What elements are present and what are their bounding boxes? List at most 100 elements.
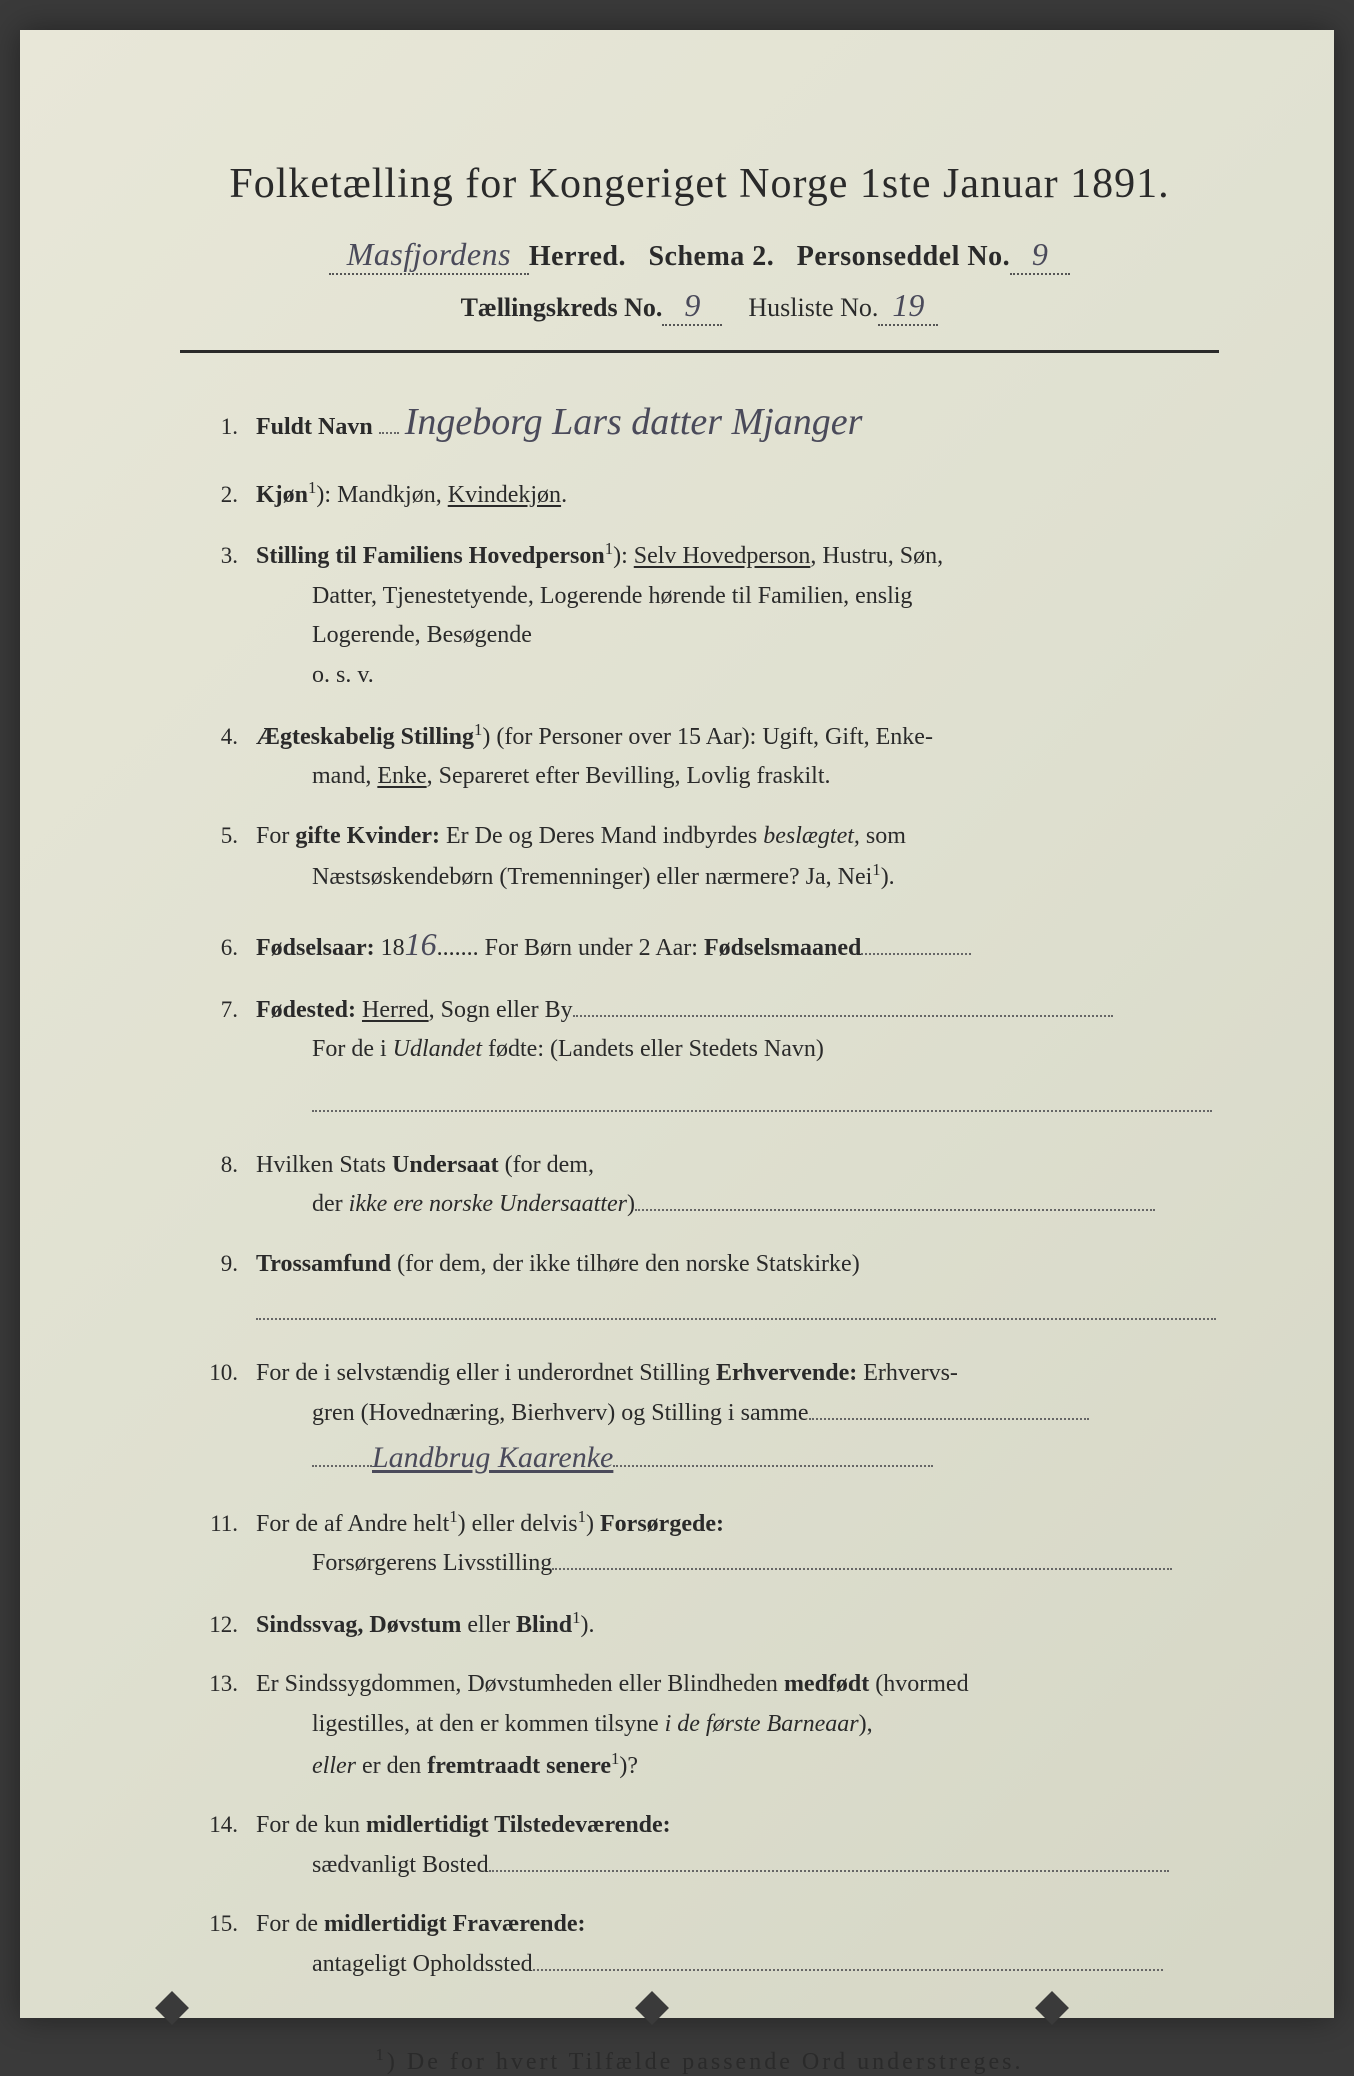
item-text: 18: [375, 935, 405, 961]
cont-line: ligestilles, at den er kommen tilsyne i …: [312, 1705, 1219, 1745]
cont-after: ): [627, 1191, 635, 1217]
cont-line: mand, Enke, Separeret efter Bevilling, L…: [312, 757, 1219, 797]
items-list: 1. Fuldt Navn Ingeborg Lars datter Mjang…: [180, 391, 1219, 1985]
italic: ikke ere norske Undersaatter: [349, 1191, 627, 1217]
item-label: midlertidigt Tilstedeværende:: [366, 1812, 671, 1838]
header-line-2: Tællingskreds No.9 Husliste No.19: [180, 287, 1219, 326]
dotfill: [613, 1465, 933, 1467]
item-15: 15. For de midlertidigt Fraværende: anta…: [200, 1905, 1219, 1984]
cont-line: Datter, Tjenestetyende, Logerende hørend…: [312, 577, 1219, 617]
item-label: gifte Kvinder:: [295, 823, 440, 849]
item-after: .: [561, 482, 567, 508]
cont-line: der ikke ere norske Undersaatter): [312, 1185, 1219, 1225]
item-content: For de i selvstændig eller i underordnet…: [256, 1354, 1219, 1483]
header-line-1: MasfjordensHerred. Schema 2. Personsedde…: [180, 236, 1219, 275]
occupation-hand: Landbrug Kaarenke: [372, 1441, 613, 1474]
dotfill-line: [312, 1088, 1212, 1112]
cont-after: fødte: (Landets eller Stedets Navn): [482, 1036, 824, 1062]
cont-line: gren (Hovednæring, Bierhverv) og Stillin…: [312, 1394, 1219, 1434]
item-num: 12.: [200, 1606, 256, 1644]
cont-line: Logerende, Besøgende: [312, 616, 1219, 656]
item-4: 4. Ægteskabelig Stilling1) (for Personer…: [200, 716, 1219, 797]
item-num: 6.: [200, 929, 256, 967]
dotfill: [533, 1969, 1163, 1971]
item-1: 1. Fuldt Navn Ingeborg Lars datter Mjang…: [200, 391, 1219, 454]
item-num: 9.: [200, 1245, 256, 1283]
item-content: Trossamfund (for dem, der ikke tilhøre d…: [256, 1245, 1219, 1334]
cont-line: sædvanligt Bosted: [312, 1846, 1219, 1886]
husliste-label: Husliste No.: [748, 293, 878, 322]
item-num: 5.: [200, 817, 256, 855]
item-10: 10. For de i selvstændig eller i underor…: [200, 1354, 1219, 1483]
item-content: Fuldt Navn Ingeborg Lars datter Mjanger: [256, 391, 1219, 454]
sup: 1: [872, 860, 880, 879]
item-8: 8. Hvilken Stats Undersaat (for dem, der…: [200, 1146, 1219, 1225]
item-num: 14.: [200, 1806, 256, 1844]
cont-after: , Separeret efter Bevilling, Lovlig fras…: [427, 763, 831, 789]
item-7: 7. Fødested: Herred, Sogn eller By For d…: [200, 991, 1219, 1126]
item-after: som: [860, 823, 906, 849]
cont-text: antageligt Opholdssted: [312, 1951, 533, 1977]
cont-text: ligestilles, at den er kommen tilsyne: [312, 1711, 665, 1737]
item-after: Erhvervs-: [857, 1360, 958, 1386]
item-num: 1.: [200, 408, 256, 446]
item-label: Fuldt Navn: [256, 414, 373, 440]
dotfill: [312, 1465, 372, 1467]
underlined: Kvindekjøn: [448, 482, 561, 508]
document-page: Folketælling for Kongeriget Norge 1ste J…: [20, 30, 1334, 2018]
cont-text: er den: [356, 1753, 427, 1779]
item-after: ....... For Børn under 2 Aar:: [437, 935, 704, 961]
item-content: Kjøn1): Mandkjøn, Kvindekjøn.: [256, 474, 1219, 516]
cont-text: gren (Hovednæring, Bierhverv) og Stillin…: [312, 1400, 809, 1426]
dotfill: [379, 432, 399, 434]
item-text: For de af Andre helt: [256, 1511, 449, 1537]
item-content: For de kun midlertidigt Tilstedeværende:…: [256, 1806, 1219, 1885]
sup: 1: [578, 1507, 586, 1526]
dotfill-line: [256, 1296, 1216, 1320]
item-after: (for dem,: [499, 1152, 594, 1178]
item-num: 7.: [200, 991, 256, 1029]
item-text: For de kun: [256, 1812, 366, 1838]
dotfill: [635, 1209, 1155, 1211]
item-text: ) (for Personer over 15 Aar): Ugift, Gif…: [482, 724, 933, 750]
item-label: Ægteskabelig Stilling: [256, 724, 474, 750]
italic: beslægtet,: [763, 823, 860, 849]
cont-after: ).: [881, 864, 895, 890]
item-label: Sindssvag, Døvstum: [256, 1612, 461, 1638]
item-label: Erhvervende:: [716, 1360, 857, 1386]
item-label: Stilling til Familiens Hovedperson: [256, 543, 605, 569]
item-3: 3. Stilling til Familiens Hovedperson1):…: [200, 535, 1219, 695]
item-num: 11.: [200, 1505, 256, 1543]
item-label: midlertidigt Fraværende:: [324, 1911, 586, 1937]
cont-pre: mand,: [312, 763, 377, 789]
item-num: 3.: [200, 537, 256, 575]
husliste-no: 19: [878, 287, 938, 326]
dotfill: [861, 953, 971, 955]
item-text: ):: [613, 543, 634, 569]
dotfill: [573, 1015, 1113, 1017]
cont-line: For de i Udlandet fødte: (Landets eller …: [312, 1030, 1219, 1070]
item-num: 2.: [200, 476, 256, 514]
item-after: ): [586, 1511, 600, 1537]
personseddel-label: Personseddel No.: [797, 241, 1010, 272]
item-content: Er Sindssygdommen, Døvstumheden eller Bl…: [256, 1665, 1219, 1786]
item-label: medfødt: [784, 1671, 869, 1697]
cont-line: o. s. v.: [312, 656, 1219, 696]
sup: 1: [449, 1507, 457, 1526]
cont-text: Forsørgerens Livsstilling: [312, 1550, 552, 1576]
item-num: 13.: [200, 1665, 256, 1703]
cont-line: antageligt Opholdssted: [312, 1945, 1219, 1985]
sup: 1: [605, 539, 613, 558]
dotfill: [489, 1870, 1169, 1872]
item-after: , Sogn eller By: [429, 997, 573, 1023]
item-label: Fødselsaar:: [256, 935, 375, 961]
footnote-text: ) De for hvert Tilfælde passende Ord und…: [387, 2049, 1024, 2075]
item-content: Ægteskabelig Stilling1) (for Personer ov…: [256, 716, 1219, 797]
item-num: 8.: [200, 1146, 256, 1184]
tear-mark: [1035, 1991, 1069, 2025]
census-title: Folketælling for Kongeriget Norge 1ste J…: [180, 160, 1219, 208]
item-content: Sindssvag, Døvstum eller Blind1).: [256, 1604, 1219, 1646]
item-text: (for dem, der ikke tilhøre den norske St…: [391, 1251, 860, 1277]
rule-line: [180, 350, 1219, 353]
dotfill: [809, 1418, 1089, 1420]
